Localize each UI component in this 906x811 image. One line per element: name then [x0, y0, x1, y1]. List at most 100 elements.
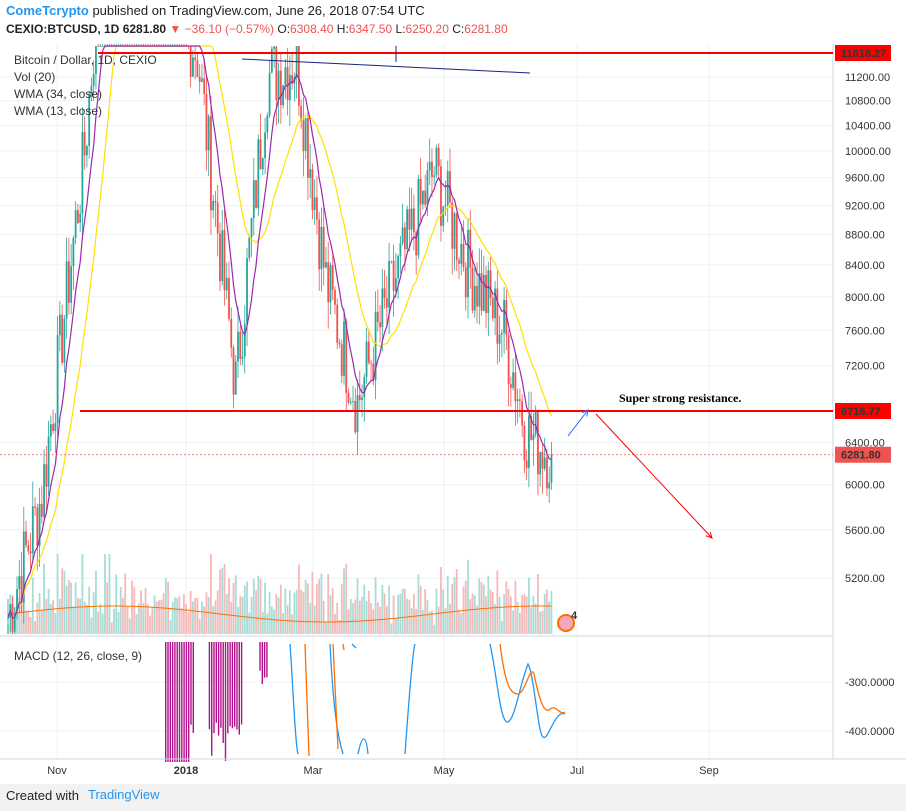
low-label: L:	[395, 22, 406, 36]
volume-bar	[252, 579, 255, 634]
volume-bar	[29, 617, 32, 634]
volume-bar	[498, 596, 501, 634]
candlesticks	[7, 0, 553, 634]
price-tick-label: 7600.00	[845, 325, 885, 337]
volume-bar	[72, 606, 75, 634]
volume-bar	[146, 604, 149, 634]
top-price-tag-bg	[835, 45, 891, 61]
candle-body	[79, 213, 82, 223]
candle-body	[212, 200, 215, 211]
chart-canvas[interactable]: 5200.00 5600.00 6000.00 6400.00 7200.00 7600.…	[0, 0, 906, 784]
time-tick-label: Sep	[699, 765, 719, 777]
volume-bar	[539, 611, 542, 634]
volume-bar	[160, 599, 163, 634]
macd-histogram-bar	[220, 642, 222, 728]
volume-bar	[108, 554, 111, 634]
legend-macd: MACD (12, 26, close, 9)	[14, 649, 143, 663]
candle-body	[54, 423, 57, 431]
candle-body	[13, 613, 16, 632]
candle-body	[388, 261, 390, 308]
candle-body	[503, 300, 505, 333]
candle-body	[31, 506, 34, 554]
candle-body	[437, 147, 440, 167]
author-name[interactable]: ComeTcrypto	[6, 3, 89, 18]
open-value: 6308.40	[290, 22, 334, 36]
candle-body	[250, 218, 253, 238]
candle-body	[65, 261, 68, 319]
candle-body	[309, 169, 312, 178]
candle-body	[277, 70, 280, 101]
volume-bar	[196, 597, 199, 634]
candle-body	[537, 409, 539, 475]
volume-bar	[500, 620, 503, 634]
macd-histogram-bar	[215, 642, 217, 723]
volume-bar	[189, 590, 192, 634]
tradingview-brand[interactable]: TradingView	[88, 787, 160, 802]
volume-bar	[503, 594, 505, 634]
macd-histogram-bar	[217, 642, 220, 736]
volume-bar	[18, 597, 21, 634]
candle-body	[361, 397, 363, 401]
candle-body	[446, 171, 449, 205]
candle-body	[336, 304, 339, 343]
price-tick-label: 8400.00	[845, 260, 885, 272]
volume-bar	[140, 590, 142, 634]
volume-bar	[467, 559, 469, 634]
candle-body	[347, 392, 350, 403]
volume-bar	[54, 613, 57, 634]
volume-bar	[365, 600, 368, 634]
volume-bar	[201, 601, 203, 634]
candle-body	[221, 230, 224, 282]
price-change: ▼ −36.10 (−0.57%)	[169, 22, 275, 36]
candle-body	[485, 274, 487, 314]
candle-body	[480, 273, 483, 311]
candle-body	[72, 237, 75, 267]
volume-bar	[169, 620, 172, 634]
event-badge-icon	[557, 614, 575, 632]
volume-bar	[354, 599, 357, 634]
volume-bar	[257, 575, 260, 634]
macd-histogram-bar	[234, 642, 236, 727]
candle-body	[70, 266, 73, 303]
candle-body	[22, 531, 25, 603]
chart-header: ComeTcrypto published on TradingView.com…	[0, 0, 906, 44]
candle-body	[264, 132, 266, 159]
candle-body	[246, 258, 248, 324]
volume-bar	[119, 587, 122, 634]
volume-bar	[478, 578, 481, 634]
macd-histogram-bar	[185, 642, 188, 762]
volume-bar	[356, 578, 359, 634]
candle-body	[401, 227, 404, 244]
candle-body	[379, 322, 381, 328]
volume-bar	[90, 617, 93, 634]
volume-bar	[491, 591, 494, 634]
candle-body	[329, 265, 332, 303]
volume-bar	[137, 603, 140, 634]
volume-bar	[101, 613, 104, 634]
price-chart[interactable]: 5200.00 5600.00 6000.00 6400.00 7200.00 7600.…	[0, 0, 906, 784]
candle-body	[286, 67, 289, 101]
volume-bar	[124, 573, 127, 634]
volume-bar	[422, 610, 424, 634]
volume-bar	[426, 599, 429, 634]
macd-tick-label: -400.0000	[845, 726, 895, 738]
volume-bar	[361, 596, 363, 634]
candle-body	[487, 270, 490, 314]
volume-bar	[320, 573, 323, 634]
candle-body	[390, 260, 393, 262]
candle-body	[458, 260, 460, 264]
candle-body	[248, 237, 251, 259]
volume-bar	[210, 554, 212, 634]
candle-body	[67, 261, 70, 303]
close-label: C:	[452, 22, 465, 36]
candle-body	[275, 46, 278, 101]
legend-wma13: WMA (13, close)	[14, 104, 103, 118]
volume-bar	[532, 595, 535, 634]
volume-bar	[47, 588, 50, 634]
volume-bar	[97, 611, 100, 634]
volume-bar	[449, 604, 451, 634]
volume-bar	[325, 621, 327, 634]
volume-bar	[530, 607, 533, 634]
volume-bar	[458, 609, 460, 634]
candle-body	[518, 399, 521, 402]
